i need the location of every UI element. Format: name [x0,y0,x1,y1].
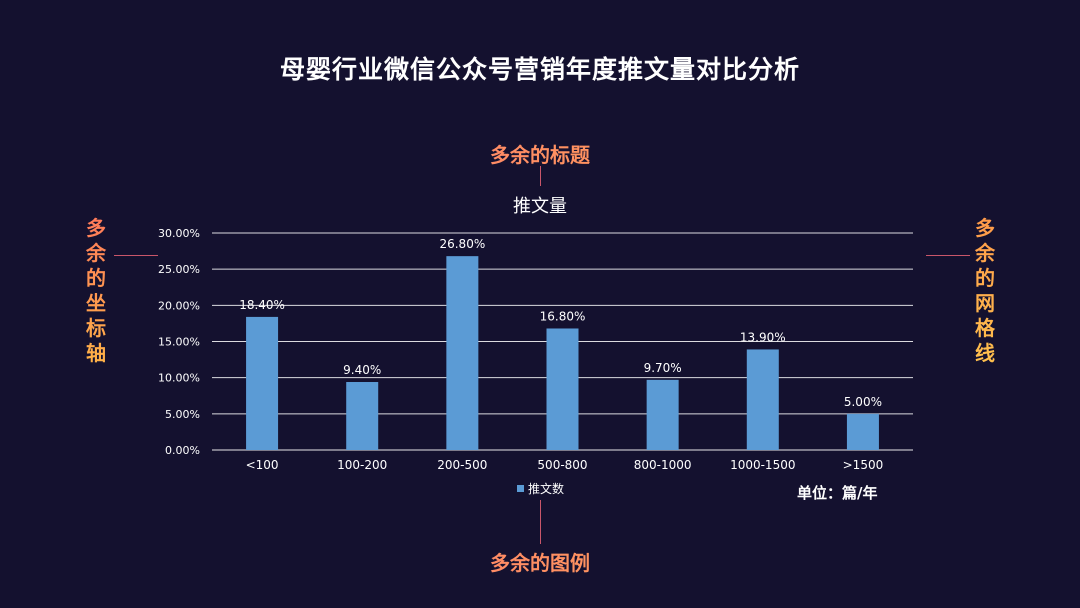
x-tick-label: 1000-1500 [730,458,795,472]
connector-legend [540,500,541,544]
bar [346,382,379,450]
data-labels: 18.40% 9.40% 26.80% 16.80% 9.70% 13.90% 5.00% [239,237,882,409]
data-label: 5.00% [844,395,882,409]
bar [546,328,579,450]
y-tick-label: 0.00% [165,444,200,457]
bar [446,256,479,450]
bar [746,349,779,450]
data-label: 9.70% [644,361,682,375]
legend: 推文数 [517,481,564,496]
chart-title: 推文量 [513,196,567,217]
x-tick-label: 800-1000 [634,458,692,472]
x-tick-label: 100-200 [337,458,387,472]
legend-swatch [517,485,524,492]
callout-redundant-gridlines: 多余的网格线 [975,216,995,365]
x-tick-label: <100 [246,458,279,472]
legend-label: 推文数 [528,481,564,496]
connector-title [540,166,541,186]
callout-redundant-legend: 多余的图例 [0,547,1080,576]
data-label: 18.40% [239,298,285,312]
bar [246,316,279,450]
data-label: 13.90% [740,330,786,344]
bars [246,256,879,450]
y-tick-label: 15.00% [158,336,200,349]
connector-gridlines [926,255,970,256]
connector-axis [114,255,158,256]
unit-note: 单位：篇/年 [797,484,878,502]
data-label: 9.40% [343,363,381,377]
x-axis-ticks: <100 100-200 200-500 500-800 800-1000 1000-15… [246,458,884,472]
y-tick-label: 30.00% [158,227,200,240]
y-tick-label: 20.00% [158,299,200,312]
y-axis-ticks: 0.00% 5.00% 10.00% 15.00% 20.00% 25.00% 30.00% [158,227,200,457]
page-title: 母婴行业微信公众号营销年度推文量对比分析 [279,55,800,84]
x-tick-label: 500-800 [537,458,587,472]
y-tick-label: 25.00% [158,263,200,276]
bar [846,413,879,450]
x-tick-label: 200-500 [437,458,487,472]
y-tick-label: 5.00% [165,408,200,421]
x-tick-label: >1500 [843,458,884,472]
data-label: 26.80% [439,237,485,251]
callout-redundant-title: 多余的标题 [0,139,1080,168]
callout-redundant-axis: 多余的坐标轴 [86,216,106,365]
bar [646,379,679,450]
data-label: 16.80% [540,309,586,323]
y-tick-label: 10.00% [158,372,200,385]
